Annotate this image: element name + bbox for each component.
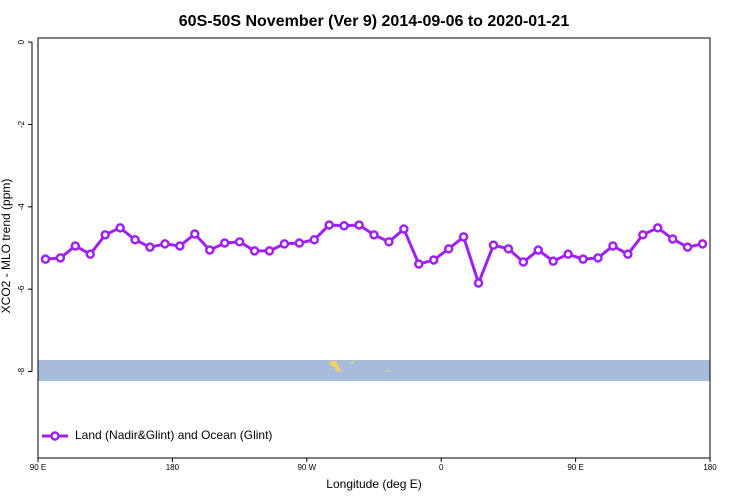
- point: [130, 235, 140, 245]
- legend-label: Land (Nadir&Glint) and Ocean (Glint): [75, 428, 272, 442]
- y-tick-label: -2: [17, 120, 26, 128]
- point: [249, 246, 260, 256]
- x-tick-label: 90 E: [30, 463, 46, 472]
- point: [443, 244, 454, 254]
- point: [623, 249, 633, 259]
- point: [608, 241, 618, 251]
- point: [638, 230, 648, 240]
- point: [339, 221, 349, 231]
- point: [488, 240, 499, 250]
- point: [697, 239, 708, 249]
- point: [563, 249, 573, 259]
- point: [503, 244, 514, 254]
- point: [593, 253, 603, 263]
- point: [145, 242, 155, 252]
- point: [160, 239, 170, 249]
- land-patch: [351, 362, 354, 364]
- point: [473, 278, 484, 288]
- point: [309, 235, 320, 245]
- point: [548, 256, 558, 266]
- point: [369, 230, 379, 240]
- point: [652, 223, 663, 233]
- chart-title: 60S-50S November (Ver 9) 2014-09-06 to 2…: [179, 13, 570, 30]
- point: [578, 254, 588, 264]
- point: [115, 223, 125, 233]
- point: [682, 242, 693, 252]
- point: [264, 246, 275, 256]
- point: [428, 255, 439, 265]
- legend-point: [50, 431, 60, 441]
- point: [384, 237, 394, 247]
- x-tick-label: 90 W: [297, 463, 316, 472]
- point: [100, 230, 110, 240]
- land-patch: [387, 370, 389, 372]
- point: [518, 257, 529, 267]
- x-tick-label: 0: [439, 463, 444, 472]
- point: [55, 253, 66, 263]
- point: [667, 234, 678, 244]
- point: [219, 238, 230, 248]
- plot-frame: [37, 37, 711, 459]
- y-tick-label: -6: [17, 285, 26, 293]
- point: [190, 229, 200, 239]
- point: [204, 245, 215, 255]
- x-tick-label: 180: [703, 463, 717, 472]
- point: [324, 220, 334, 230]
- point: [175, 241, 185, 251]
- point: [85, 249, 96, 259]
- x-axis-label: Longitude (deg E): [326, 477, 421, 491]
- y-tick-label: -8: [17, 367, 26, 375]
- point: [294, 238, 305, 248]
- land-patch: [330, 361, 341, 372]
- map-strip: [38, 360, 710, 381]
- x-tick-label: 180: [166, 463, 180, 472]
- y-tick-label: -4: [17, 203, 26, 211]
- y-tick-label: 0: [17, 39, 26, 44]
- point: [70, 241, 81, 251]
- y-axis-label: XCO2 - MLO trend (ppm): [0, 179, 13, 314]
- point: [458, 232, 469, 242]
- x-tick-label: 90 E: [567, 463, 583, 472]
- point: [533, 245, 544, 255]
- point: [234, 237, 245, 247]
- point: [414, 259, 424, 269]
- point: [399, 224, 409, 234]
- point: [354, 220, 364, 230]
- point: [279, 239, 290, 249]
- point: [40, 254, 51, 264]
